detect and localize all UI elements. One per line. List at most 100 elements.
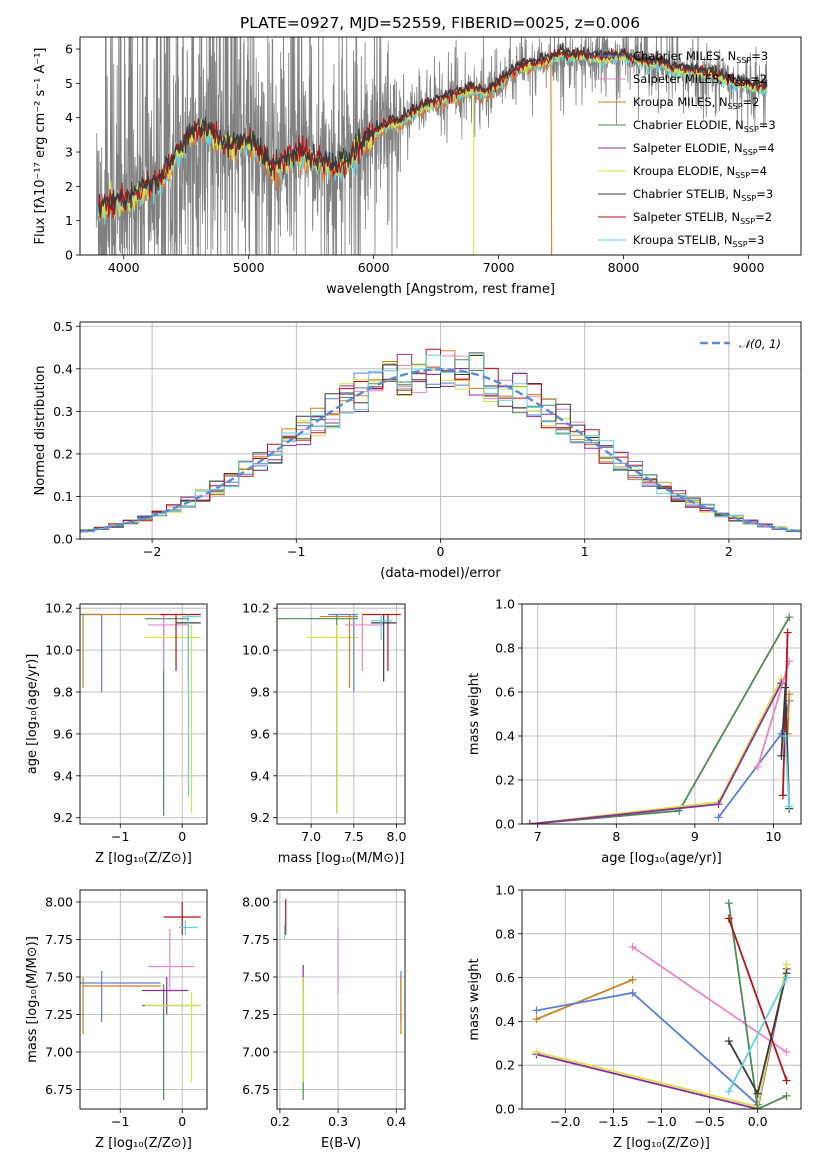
- y-tick-label: 0.4: [53, 361, 73, 376]
- y-tick-label: 0.5: [53, 319, 73, 334]
- error-bar-point: [328, 613, 359, 692]
- x-tick-label: −1: [287, 544, 305, 559]
- y-tick-label: 9.4: [250, 768, 270, 783]
- legend-tail: =4: [758, 141, 775, 155]
- x-tick-label: 8000: [608, 260, 640, 275]
- weight-point-marker: [753, 1089, 762, 1098]
- y-tick-label: 0.4: [495, 1014, 515, 1029]
- y-tick-label: 0.1: [53, 489, 73, 504]
- x-tick-label: 0.3: [328, 1114, 348, 1129]
- y-tick-label: 7.50: [242, 970, 270, 985]
- legend-sub: SSP: [744, 125, 759, 134]
- plot-area: [80, 613, 201, 816]
- axes-frame: [79, 321, 802, 540]
- y-tick-label: 0.0: [53, 532, 73, 547]
- y-tick-label: 7.25: [242, 1007, 270, 1022]
- weight-point-marker: [785, 802, 794, 811]
- legend-entry: Kroupa STELIB, NSSP=3: [633, 233, 764, 249]
- panel-weight-vs-z: −2.0 −1.5 −1.0 −0.5 0.0 0.0 0.2 0.4 0.6 0.8 1.0 Z […: [467, 883, 802, 1151]
- x-tick-label: 0.4: [386, 1114, 406, 1129]
- gauss-legend-label: 𝒩(0, 1): [739, 337, 781, 351]
- weight-point-marker: [782, 973, 791, 982]
- x-axis-label: mass [log₁₀(M/M⊙)]: [278, 851, 405, 866]
- y-tick-label: 9.6: [53, 726, 73, 741]
- legend-tail: =3: [756, 187, 773, 201]
- weight-point-marker: [782, 1076, 791, 1085]
- error-bar-point: [80, 971, 161, 1022]
- gaussian-curve: [80, 368, 801, 533]
- legend-tail: =2: [743, 95, 760, 109]
- legend-tail: =3: [751, 49, 768, 63]
- x-tick-label: 8: [612, 829, 620, 844]
- error-bar-point: [370, 614, 397, 682]
- y-tick-label: 0.8: [495, 641, 515, 656]
- y-axis-label: Flux [fλ10⁻¹⁷ erg cm⁻² s⁻¹ A⁻¹]: [33, 48, 48, 245]
- x-tick-label: 7: [534, 829, 542, 844]
- x-tick-label: 0: [437, 544, 445, 559]
- plot-area: [525, 613, 794, 824]
- y-tick-label: 9.4: [53, 768, 73, 783]
- weight-series-line: [536, 978, 633, 1021]
- y-tick-label: 9.2: [53, 810, 73, 825]
- legend-label: Kroupa MILES, N: [633, 95, 728, 109]
- model-spectrum: [98, 48, 768, 219]
- axes-frame: [79, 889, 208, 1110]
- weight-point-marker: [783, 628, 792, 637]
- y-tick-label: 1.0: [495, 883, 515, 898]
- weight-series-line: [727, 902, 787, 1109]
- legend-tail: =2: [750, 72, 767, 86]
- x-tick-label: −2.0: [550, 1114, 580, 1129]
- axes-frame: [79, 603, 208, 825]
- y-tick-label: 9.8: [250, 685, 270, 700]
- legend-tail: =3: [759, 118, 776, 132]
- y-tick-label: 6: [65, 42, 73, 57]
- weight-point-marker: [785, 613, 794, 622]
- x-axis-label: wavelength [Angstrom, rest frame]: [326, 282, 555, 297]
- x-axis-label: E(B-V): [321, 1136, 361, 1151]
- figure-title: PLATE=0927, MJD=52559, FIBERID=0025, z=0…: [240, 14, 640, 32]
- x-tick-label: −0.5: [694, 1114, 724, 1129]
- panel-age-vs-z: −1 0 9.2 9.4 9.6 9.8 10.0 10.2 Z [log₁₀(Z/Z⊙)] ag…: [25, 601, 208, 866]
- weight-point-marker: [781, 732, 790, 740]
- y-tick-label: 8.00: [242, 895, 270, 910]
- y-tick-label: 0.0: [495, 817, 515, 832]
- error-bar-point: [160, 613, 201, 672]
- weight-point-marker: [753, 1105, 762, 1109]
- legend-sub: SSP: [743, 148, 758, 157]
- legend-label: Chabrier STELIB, N: [633, 187, 741, 201]
- legend-tail: =3: [748, 233, 765, 247]
- panel-mass-vs-ebv: 0.2 0.3 0.4 6.75 7.00 7.25 7.50 7.75 8.00 E(B-V): [242, 889, 406, 1151]
- y-tick-label: 7.25: [45, 1007, 73, 1022]
- y-axis-label: mass weight: [467, 958, 482, 1040]
- legend-tail: =4: [750, 164, 767, 178]
- x-tick-label: 4000: [108, 260, 140, 275]
- x-tick-label: −1: [111, 1114, 129, 1129]
- weight-series-line: [756, 660, 791, 768]
- weight-series-line: [529, 678, 783, 824]
- y-tick-label: 9.2: [250, 810, 270, 825]
- weight-point-marker: [532, 1048, 541, 1057]
- x-axis-label: Z [log₁₀(Z/Z⊙)]: [95, 1136, 192, 1151]
- x-tick-label: −2: [143, 544, 161, 559]
- y-tick-label: 0.6: [495, 685, 515, 700]
- weight-point-marker: [724, 1037, 733, 1046]
- legend-sub: SSP: [733, 240, 748, 249]
- x-tick-label: 6000: [358, 260, 390, 275]
- legend-tail: =2: [755, 210, 772, 224]
- y-axis-label: Normed distribution: [33, 366, 48, 496]
- y-tick-label: 10.0: [45, 643, 73, 658]
- weight-point-marker: [724, 899, 733, 908]
- weight-point-marker: [724, 914, 733, 923]
- weight-point-marker: [782, 960, 791, 969]
- weight-point-marker: [628, 942, 637, 951]
- panel-weight-vs-age: 7 8 9 10 0.0 0.2 0.4 0.6 0.8 1.0 age [log₁₀(age/yr…: [467, 597, 802, 866]
- weight-point-marker: [778, 791, 787, 800]
- weight-series-line: [782, 632, 789, 796]
- weight-series-line: [632, 946, 788, 1053]
- weight-point-marker: [724, 1087, 733, 1096]
- x-tick-label: 9000: [733, 260, 765, 275]
- plot-area: [532, 899, 791, 1109]
- error-bar-point: [145, 624, 201, 814]
- y-tick-label: 0.3: [53, 404, 73, 419]
